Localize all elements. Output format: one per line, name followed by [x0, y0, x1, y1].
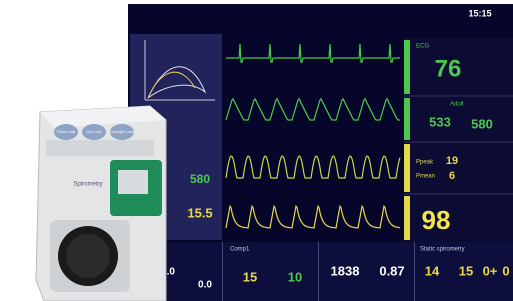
- heart-rate: 76: [435, 55, 462, 82]
- ppeak-label: Ppeak: [416, 160, 434, 166]
- pmean-value: 6: [449, 170, 455, 182]
- pmean-label: Pmean: [416, 174, 435, 180]
- bottom-value: 0+: [483, 263, 498, 278]
- separator: [222, 242, 223, 301]
- left-value: 580: [190, 172, 210, 186]
- panel-label: Static spirometry: [420, 247, 465, 253]
- numeric-value: 580: [471, 116, 493, 131]
- tidal-volume: 533: [429, 114, 451, 129]
- button-strip: [46, 140, 154, 156]
- device-button-label: Change Loop: [110, 129, 135, 134]
- tab: [404, 196, 410, 240]
- separator: [318, 242, 319, 301]
- ecg-label: ECG: [416, 44, 429, 50]
- bottom-value: 15: [459, 263, 473, 278]
- adult-label: Adult: [450, 102, 464, 108]
- separator: [414, 242, 415, 301]
- bottom-value: 0.0: [198, 280, 212, 291]
- tab: [404, 98, 410, 140]
- ecg-tab: [404, 40, 410, 94]
- scene: 15:15 ECG 76 Adult 533 580 Ppeak 19 Pmea…: [0, 0, 513, 301]
- bottom-value: 0: [502, 263, 509, 278]
- device-button-label: Flow Loop: [57, 129, 76, 134]
- panel-label: Comp1: [230, 247, 250, 253]
- connector: [118, 170, 148, 194]
- port-inner: [66, 234, 110, 278]
- device-label: Spirometry: [73, 182, 102, 188]
- tab: [404, 144, 410, 192]
- bottom-value: 0.87: [379, 263, 404, 278]
- ppeak-value: 19: [446, 155, 458, 167]
- device-button-label: Vol Loop: [86, 129, 102, 134]
- clock: 15:15: [468, 8, 491, 18]
- bottom-value: 15: [243, 269, 257, 284]
- bottom-value: 1838: [331, 263, 360, 278]
- spo2: 98: [422, 205, 451, 235]
- bottom-value: 10: [288, 269, 302, 284]
- device-buttons: Flow Loop Vol Loop Change Loop: [54, 124, 135, 140]
- bottom-value: 14: [425, 263, 440, 278]
- left-value: 15.5: [187, 205, 212, 220]
